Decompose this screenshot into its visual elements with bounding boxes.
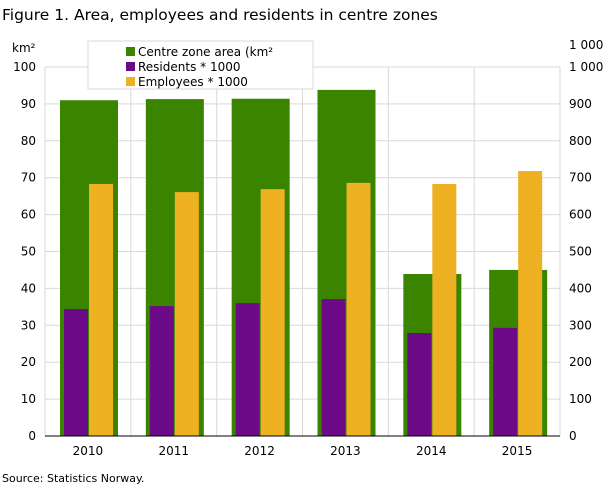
x-tick-label: 2014 bbox=[416, 444, 447, 458]
y-tick-right: 800 bbox=[569, 134, 592, 148]
bar-residents bbox=[64, 309, 88, 436]
chart-title: Figure 1. Area, employees and residents … bbox=[2, 6, 438, 24]
y-tick-left: 50 bbox=[21, 245, 36, 259]
x-tick-label: 2011 bbox=[158, 444, 189, 458]
y-tick-right: 900 bbox=[569, 97, 592, 111]
y-tick-left: 20 bbox=[21, 355, 36, 369]
y-tick-right: 600 bbox=[569, 208, 592, 222]
x-tick-label: 2015 bbox=[502, 444, 533, 458]
bar-employees bbox=[174, 192, 199, 436]
legend-label: Centre zone area (km² bbox=[138, 45, 273, 59]
y-tick-left: 0 bbox=[28, 429, 36, 443]
y-tick-left: 100 bbox=[13, 60, 36, 74]
bar-residents bbox=[321, 299, 346, 436]
bar-residents bbox=[235, 303, 260, 436]
y-tick-right: 200 bbox=[569, 355, 592, 369]
y-tick-left: 70 bbox=[21, 171, 36, 185]
y-tick-right: 500 bbox=[569, 245, 592, 259]
y-tick-left: 10 bbox=[21, 392, 36, 406]
y-tick-right: 700 bbox=[569, 171, 592, 185]
y-axis-label-left: km² bbox=[12, 41, 36, 55]
bar-employees bbox=[518, 171, 543, 437]
legend-box bbox=[87, 40, 314, 90]
y-tick-right: 400 bbox=[569, 281, 592, 295]
y-tick-right: 100 bbox=[569, 392, 592, 406]
x-tick-label: 2013 bbox=[330, 444, 361, 458]
legend-label: Employees * 1000 bbox=[138, 75, 248, 89]
y-tick-left: 40 bbox=[21, 281, 36, 295]
bar-employees bbox=[346, 182, 371, 436]
y-tick-left: 30 bbox=[21, 318, 36, 332]
y-tick-left: 90 bbox=[21, 97, 36, 111]
legend-label: Residents * 1000 bbox=[138, 60, 241, 74]
y-tick-right: 300 bbox=[569, 318, 592, 332]
x-tick-label: 2012 bbox=[244, 444, 275, 458]
y-axis-label-right: 1 000 bbox=[569, 38, 603, 52]
source-note: Source: Statistics Norway. bbox=[2, 472, 145, 485]
legend-swatch bbox=[126, 47, 135, 56]
y-tick-left: 60 bbox=[21, 208, 36, 222]
y-tick-right: 0 bbox=[569, 429, 577, 443]
bar-employees bbox=[89, 183, 113, 436]
y-tick-right: 1 000 bbox=[569, 60, 603, 74]
bar-residents bbox=[407, 333, 432, 436]
bar-residents bbox=[493, 327, 518, 436]
bar-residents bbox=[149, 306, 174, 436]
bar-employees bbox=[260, 189, 285, 436]
y-tick-left: 80 bbox=[21, 134, 36, 148]
legend-swatch bbox=[126, 62, 135, 71]
x-tick-label: 2010 bbox=[73, 444, 104, 458]
legend-swatch bbox=[126, 77, 135, 86]
bar-employees bbox=[432, 183, 457, 436]
